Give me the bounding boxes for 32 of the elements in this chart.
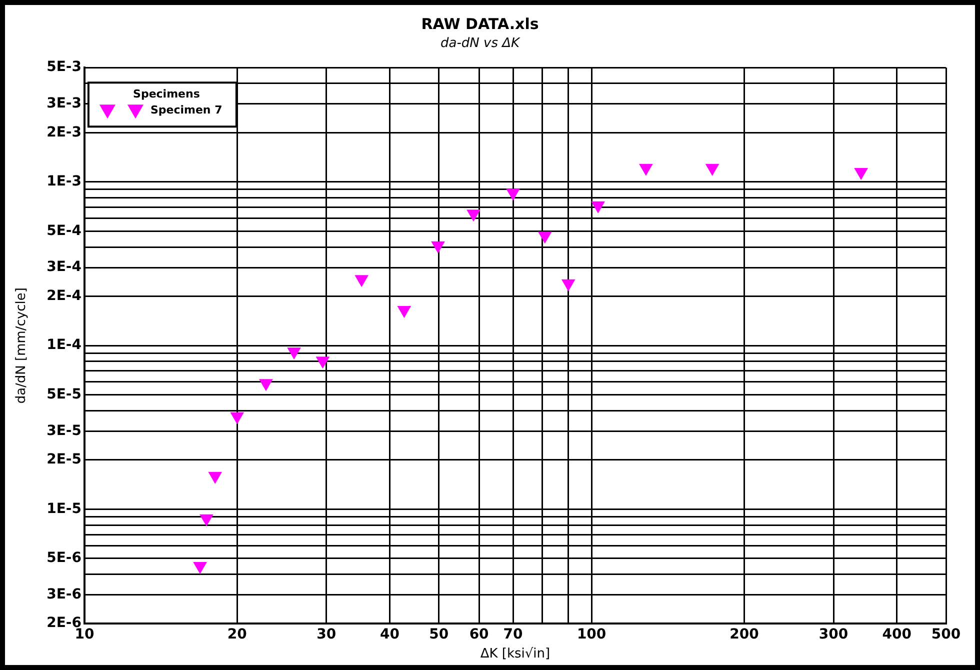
legend-title: Specimens [133, 87, 200, 100]
legend-label: Specimen 7 [150, 103, 222, 116]
chart-subtitle: da-dN vs ΔK [440, 36, 521, 52]
x-tick-label: 100 [576, 626, 606, 643]
x-tick-label: 60 [469, 626, 490, 643]
y-tick-label: 3E-3 [46, 96, 82, 112]
x-tick-label: 50 [429, 626, 449, 643]
y-tick-label: 3E-5 [46, 422, 82, 439]
x-tick-label: 300 [818, 626, 848, 643]
y-tick-label: 2E-3 [46, 124, 82, 140]
y-tick-label: 3E-4 [46, 259, 82, 276]
y-tick-label: 5E-3 [46, 59, 82, 76]
x-tick-label: 200 [730, 626, 760, 643]
y-axis-title: da/dN [mm/cycle] [14, 288, 30, 404]
y-tick-label: 1E-5 [46, 500, 82, 517]
y-tick-label: 2E-5 [46, 452, 82, 468]
x-tick-label: 10 [74, 626, 94, 643]
y-tick-label: 1E-3 [46, 174, 82, 190]
chart-title: RAW DATA.xls [421, 14, 539, 33]
y-tick-label: 5E-4 [46, 222, 82, 239]
x-tick-label: 40 [380, 626, 400, 643]
y-tick-label: 2E-4 [46, 288, 82, 304]
x-tick-label: 20 [227, 626, 248, 643]
y-tick-label: 5E-6 [46, 550, 82, 566]
y-tick-label: 3E-6 [46, 586, 82, 602]
x-axis-title: ΔK [ksi√in] [480, 646, 550, 662]
x-tick-label: 70 [503, 626, 524, 643]
x-tick-label: 400 [882, 626, 912, 643]
y-tick-label: 5E-5 [46, 386, 82, 402]
x-tick-label: 30 [316, 626, 336, 643]
y-tick-label: 1E-4 [46, 337, 82, 354]
x-tick-label: 500 [931, 626, 961, 643]
